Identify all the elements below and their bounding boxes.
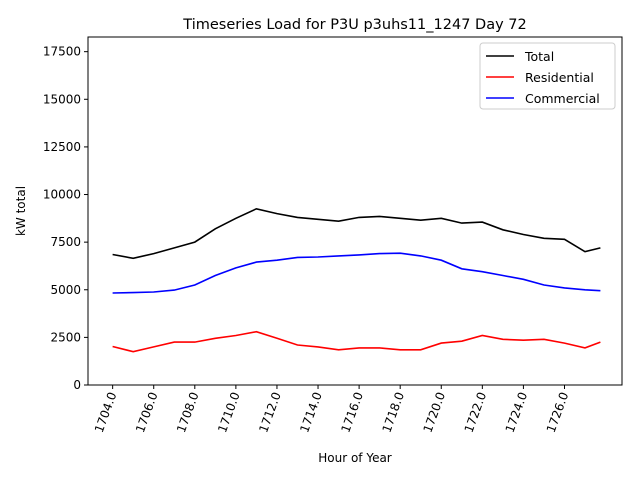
x-tick-label: 1704.0 <box>92 390 120 434</box>
series-line-total <box>112 207 601 260</box>
legend-label-total: Total <box>524 49 554 64</box>
y-tick-label: 2500 <box>50 330 81 344</box>
y-tick-label: 5000 <box>50 283 81 297</box>
legend-label-commercial: Commercial <box>525 91 600 106</box>
legend: Total Residential Commercial <box>479 42 616 110</box>
x-axis-label: Hour of Year <box>318 451 392 465</box>
y-tick-label: 10000 <box>43 188 81 202</box>
legend-box <box>479 42 616 110</box>
x-tick-label: 1712.0 <box>256 390 284 434</box>
x-tick-label: 1724.0 <box>503 390 531 434</box>
x-tick-label: 1714.0 <box>297 390 325 434</box>
x-tick-label: 1706.0 <box>133 390 161 434</box>
series-line-commercial <box>112 252 601 294</box>
y-tick-label: 12500 <box>43 140 81 154</box>
x-tick-label: 1722.0 <box>462 390 490 434</box>
x-tick-label: 1718.0 <box>379 390 407 434</box>
x-tick-label: 1716.0 <box>338 390 366 434</box>
y-tick-label: 0 <box>73 378 81 392</box>
x-tick-label: 1726.0 <box>544 390 572 434</box>
legend-label-residential: Residential <box>525 70 594 85</box>
chart-title: Timeseries Load for P3U p3uhs11_1247 Day… <box>182 17 526 33</box>
y-tick-label: 17500 <box>43 45 81 59</box>
y-axis-label: kW total <box>14 186 28 236</box>
y-tick-label: 7500 <box>50 235 81 249</box>
x-tick-label: 1720.0 <box>421 390 449 434</box>
x-tick-label: 1708.0 <box>174 390 202 434</box>
plot-frame <box>87 36 623 386</box>
y-tick-label: 15000 <box>43 92 81 106</box>
x-tick-label: 1710.0 <box>215 390 243 434</box>
series-line-residential <box>112 330 601 353</box>
